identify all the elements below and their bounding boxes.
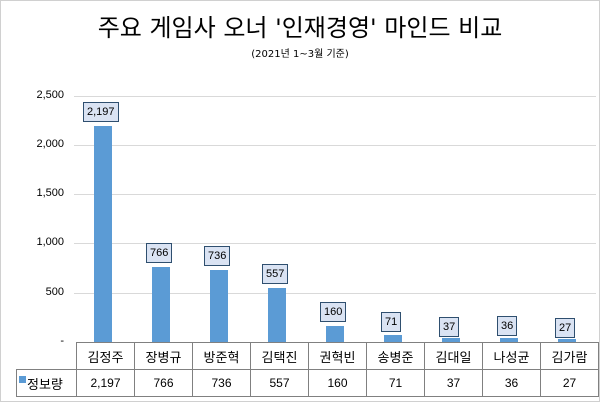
category-2: 방준혁 [192,342,251,370]
bar-8 [558,339,576,342]
gridline-1000 [74,243,596,244]
bar-0 [94,126,112,342]
data-label-1: 766 [146,243,173,263]
y-tick-1000: 1,000 [36,236,64,248]
value-6: 37 [424,369,483,397]
category-5: 송병준 [366,342,425,370]
data-label-8: 27 [555,318,576,338]
y-tick-500: 500 [45,286,64,298]
data-label-2: 736 [204,246,231,266]
blank-cell [16,342,77,370]
bar-4 [326,326,344,342]
y-tick-2500: 2,500 [36,89,64,101]
value-8: 27 [540,369,599,397]
y-tick-1500: 1,500 [36,187,64,199]
category-row: 김정주 장병규 방준혁 김택진 권혁빈 송병준 김대일 나성균 김가람 [16,342,599,370]
data-label-3: 557 [262,264,289,284]
value-2: 736 [192,369,251,397]
bar-6 [442,338,460,342]
legend-color-key-icon [19,375,26,383]
y-tick-0: - [60,335,64,347]
gridline-500 [74,293,596,294]
value-5: 71 [366,369,425,397]
chart-subtitle: (2021년 1~3월 기준) [251,49,349,60]
value-row: 정보량 2,197 766 736 557 160 71 37 36 27 [16,369,599,397]
y-tick-2000: 2,000 [36,138,64,150]
legend-cell: 정보량 [16,369,77,397]
gridline-2500 [74,96,596,97]
category-0: 김정주 [76,342,135,370]
data-label-6: 37 [439,317,460,337]
data-label-0: 2,197 [83,102,119,122]
category-4: 권혁빈 [308,342,367,370]
category-6: 김대일 [424,342,483,370]
bar-5 [384,335,402,342]
data-label-4: 160 [320,302,347,322]
series-name: 정보량 [27,377,63,393]
bar-3 [268,288,286,342]
bar-1 [152,267,170,342]
category-3: 김택진 [250,342,309,370]
category-7: 나성균 [482,342,541,370]
data-label-5: 71 [381,312,402,332]
value-3: 557 [250,369,309,397]
chart-title: 주요 게임사 오너 '인재경영' 마인드 비교 [97,14,503,42]
category-8: 김가람 [540,342,599,370]
bar-7 [500,338,518,342]
value-1: 766 [134,369,193,397]
bar-2 [210,270,228,342]
gridline-2000 [74,145,596,146]
data-table: 김정주 장병규 방준혁 김택진 권혁빈 송병준 김대일 나성균 김가람 정보량 … [16,342,599,397]
data-label-7: 36 [497,316,518,336]
gridline-1500 [74,194,596,195]
value-0: 2,197 [76,369,135,397]
value-7: 36 [482,369,541,397]
category-1: 장병규 [134,342,193,370]
value-4: 160 [308,369,367,397]
